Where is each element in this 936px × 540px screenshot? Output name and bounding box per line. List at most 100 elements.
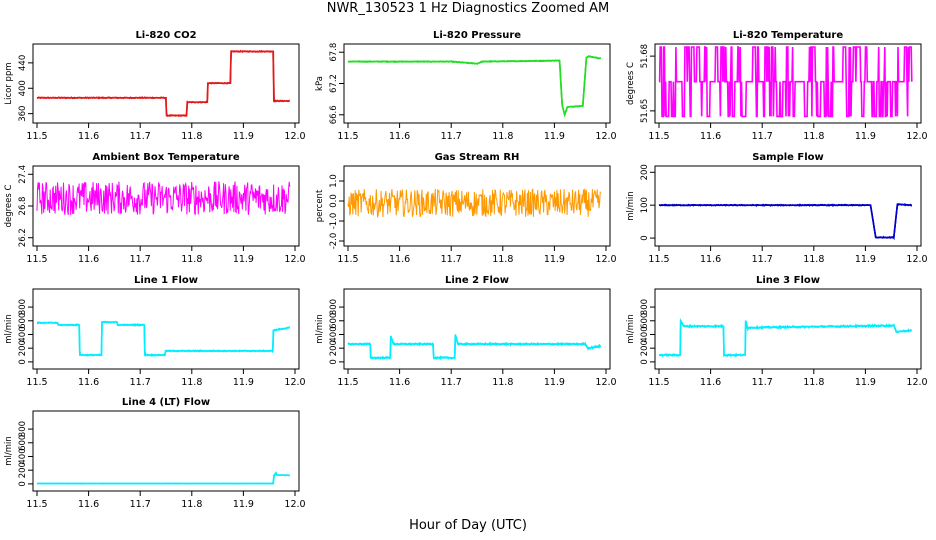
panel-7-frame bbox=[32, 288, 300, 370]
panel-4-x-tick-label: 11.5 bbox=[26, 254, 47, 265]
panel-4-y-tick-label: 26.2 bbox=[18, 228, 28, 247]
panel-5-y-tick-label: 1.0 bbox=[329, 174, 339, 188]
panel-9-x-tick-label: 12.0 bbox=[906, 377, 927, 388]
panel-10-x-tick-label: 11.9 bbox=[233, 499, 254, 510]
panel-9-x-tick-label: 11.5 bbox=[648, 377, 669, 388]
panel-4-x-tick-label: 11.9 bbox=[233, 254, 254, 265]
panel-8-frame bbox=[343, 288, 611, 370]
panel-8-y-tick-label: 400 bbox=[329, 326, 339, 342]
panel-3-series-line bbox=[658, 46, 913, 118]
panel-5-y-tick-label: 0.0 bbox=[329, 194, 339, 208]
panel-8-x-tick-label: 12.0 bbox=[595, 377, 616, 388]
panel-6-series-step bbox=[659, 203, 912, 239]
panel-1-x-tick-label: 11.6 bbox=[78, 131, 99, 142]
panel-3-y-tick-label: 51.68 bbox=[640, 44, 650, 68]
panel-9-x-tick-label: 11.6 bbox=[700, 377, 721, 388]
panel-4-series-line bbox=[36, 181, 291, 216]
panel-4-x-tick-label: 11.7 bbox=[130, 254, 151, 265]
panel-10-y-tick-label: 800 bbox=[18, 421, 28, 437]
panel-8-title: Line 2 Flow bbox=[445, 275, 509, 286]
panel-7-x-tick-label: 12.0 bbox=[284, 377, 305, 388]
panel-7-y-tick-label: 400 bbox=[18, 326, 28, 342]
panel-9-y-tick-label: 800 bbox=[640, 299, 650, 315]
panel-6-frame bbox=[654, 165, 922, 247]
panel-9-x-tick-label: 11.7 bbox=[752, 377, 773, 388]
panel-5-frame bbox=[343, 165, 611, 247]
panel-6-x-tick-label: 11.5 bbox=[648, 254, 669, 265]
panel-10-y-tick-label: 200 bbox=[18, 462, 28, 478]
panel-10-series-line bbox=[36, 472, 290, 485]
panel-10-y-tick-label: 0 bbox=[18, 481, 28, 486]
panel-4-y-tick-label: 27.4 bbox=[18, 165, 28, 184]
panel-8-x-tick-label: 11.9 bbox=[544, 377, 565, 388]
panel-1-y-tick-label: 360 bbox=[18, 106, 28, 122]
panel-6-x-tick-label: 12.0 bbox=[906, 254, 927, 265]
panel-7-y-tick-label: 600 bbox=[18, 313, 28, 329]
panel-2-y-axis-label: kPa bbox=[315, 76, 325, 91]
panel-3-x-tick-label: 12.0 bbox=[906, 131, 927, 142]
panel-8-y-tick-label: 800 bbox=[329, 299, 339, 315]
panel-2-y-tick-label: 67.8 bbox=[329, 43, 339, 62]
panel-8-y-tick-label: 600 bbox=[329, 313, 339, 329]
panel-1-title: Li-820 CO2 bbox=[135, 30, 196, 41]
panel-9-y-tick-label: 400 bbox=[640, 326, 650, 342]
panel-4-y-tick-label: 26.8 bbox=[18, 197, 28, 216]
panel-4-title: Ambient Box Temperature bbox=[92, 152, 239, 163]
panel-3-x-tick-label: 11.8 bbox=[803, 131, 824, 142]
panel-4-x-tick-label: 11.6 bbox=[78, 254, 99, 265]
panel-8-series-line bbox=[347, 335, 601, 361]
figure-title: NWR_130523 1 Hz Diagnostics Zoomed AM bbox=[326, 1, 610, 16]
figure-x-axis-label: Hour of Day (UTC) bbox=[409, 518, 527, 533]
panel-7-title: Line 1 Flow bbox=[134, 275, 198, 286]
panel-3-y-tick-label: 51.65 bbox=[640, 99, 650, 123]
panel-1-y-tick-label: 440 bbox=[18, 55, 28, 71]
panel-1-x-tick-label: 11.5 bbox=[26, 131, 47, 142]
panel-2-x-tick-label: 11.8 bbox=[492, 131, 513, 142]
panel-1-x-tick-label: 12.0 bbox=[284, 131, 305, 142]
panel-10-x-tick-label: 12.0 bbox=[284, 499, 305, 510]
panel-6-x-tick-label: 11.9 bbox=[855, 254, 876, 265]
panel-1-series-line bbox=[36, 49, 290, 118]
panel-7-x-tick-label: 11.8 bbox=[181, 377, 202, 388]
panel-4-x-tick-label: 12.0 bbox=[284, 254, 305, 265]
panel-2-x-tick-label: 12.0 bbox=[595, 131, 616, 142]
panel-6-x-tick-label: 11.7 bbox=[752, 254, 773, 265]
panel-2-x-tick-label: 11.5 bbox=[337, 131, 358, 142]
panel-6-x-tick-label: 11.8 bbox=[803, 254, 824, 265]
panel-9-frame bbox=[654, 288, 922, 370]
panel-10-frame bbox=[32, 410, 300, 492]
panel-5-x-tick-label: 11.6 bbox=[389, 254, 410, 265]
panel-10-title: Line 4 (LT) Flow bbox=[122, 397, 210, 408]
panel-10-y-axis-label: ml/min bbox=[4, 436, 14, 466]
panel-7-y-axis-label: ml/min bbox=[4, 314, 14, 344]
panel-7-y-tick-label: 200 bbox=[18, 340, 28, 356]
panel-8-y-tick-label: 0 bbox=[329, 359, 339, 364]
panel-3-x-tick-label: 11.5 bbox=[648, 131, 669, 142]
panel-10-x-tick-label: 11.6 bbox=[78, 499, 99, 510]
panel-6-y-axis-label: ml/min bbox=[626, 191, 636, 221]
panel-1-y-axis-label: Licor ppm bbox=[4, 62, 14, 104]
panel-5-series-line bbox=[347, 188, 602, 219]
panel-7-y-tick-label: 0 bbox=[18, 359, 28, 364]
panel-5-x-tick-label: 11.9 bbox=[544, 254, 565, 265]
panel-8-x-tick-label: 11.6 bbox=[389, 377, 410, 388]
panel-1-x-tick-label: 11.7 bbox=[130, 131, 151, 142]
panel-1-x-tick-label: 11.8 bbox=[181, 131, 202, 142]
panel-2-y-tick-label: 67.2 bbox=[329, 74, 339, 93]
panel-8-x-tick-label: 11.5 bbox=[337, 377, 358, 388]
panel-3-x-tick-label: 11.7 bbox=[752, 131, 773, 142]
panel-10-y-tick-label: 600 bbox=[18, 435, 28, 451]
panel-5-y-axis-label: percent bbox=[315, 189, 325, 222]
panel-7-series-step bbox=[37, 321, 290, 356]
panel-3-x-tick-label: 11.6 bbox=[700, 131, 721, 142]
panel-9-y-tick-label: 200 bbox=[640, 340, 650, 356]
panel-7-x-tick-label: 11.5 bbox=[26, 377, 47, 388]
panel-10-x-tick-label: 11.5 bbox=[26, 499, 47, 510]
panel-1-x-tick-label: 11.9 bbox=[233, 131, 254, 142]
panel-5-title: Gas Stream RH bbox=[435, 152, 520, 163]
panel-5-x-tick-label: 11.7 bbox=[441, 254, 462, 265]
panel-2-x-tick-label: 11.9 bbox=[544, 131, 565, 142]
panel-10-x-tick-label: 11.7 bbox=[130, 499, 151, 510]
panel-9-series-step bbox=[659, 317, 912, 356]
panel-5-y-tick-label: -1.0 bbox=[329, 213, 339, 230]
